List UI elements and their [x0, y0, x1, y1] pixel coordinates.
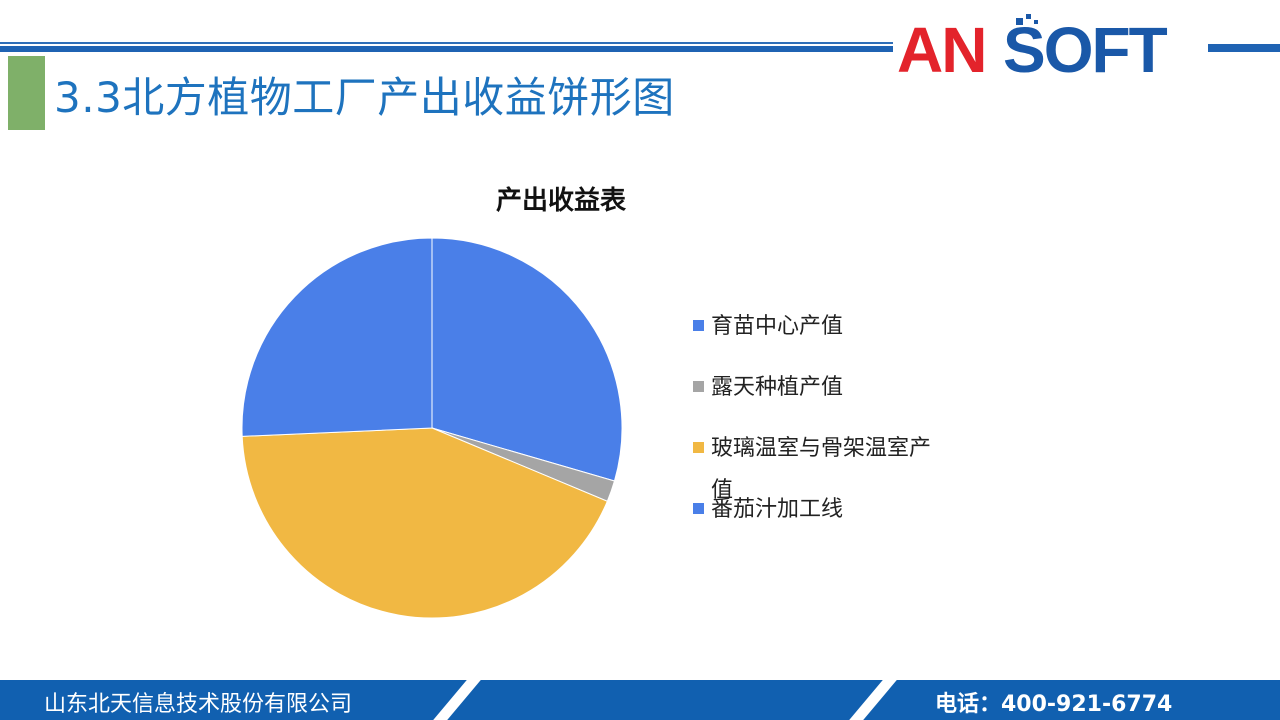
pie-slice-3: [241, 237, 433, 437]
legend-item: 玻璃温室与骨架温室产值: [693, 428, 931, 512]
header-rule-thick: [0, 46, 895, 52]
legend-item: 露天种植产值: [693, 367, 843, 409]
footer-company: 山东北天信息技术股份有限公司: [44, 692, 353, 717]
legend-item: 番茄汁加工线: [693, 489, 843, 531]
footer-divider-stripe: [849, 680, 897, 720]
header-rule-right: [1205, 44, 1280, 52]
legend-label: 露天种植产值: [711, 375, 844, 400]
chart-title: 产出收益表: [495, 186, 626, 216]
footer-divider-stripe: [433, 680, 481, 720]
pie-slice-0: [431, 237, 623, 482]
legend-swatch: [693, 441, 704, 453]
legend-item: 育苗中心产值: [693, 306, 843, 348]
legend-label: 育苗中心产值: [711, 314, 844, 339]
page-title: 3.3北方植物工厂产出收益饼形图: [54, 73, 675, 122]
header-rule-thin: [0, 42, 895, 44]
legend-swatch: [693, 380, 704, 392]
footer-bar: 山东北天信息技术股份有限公司 电话：400-921-6774: [0, 680, 1280, 720]
legend-label: 玻璃温室与骨架温室产值: [711, 436, 932, 503]
title-accent-bar: [8, 56, 45, 130]
footer-phone: 电话：400-921-6774: [935, 692, 1173, 717]
legend-swatch: [693, 502, 704, 514]
svg-text:AN: AN: [897, 14, 985, 86]
pie-slice-2: [241, 427, 608, 619]
legend-swatch: [693, 319, 704, 331]
svg-text:SOFT: SOFT: [1003, 14, 1168, 86]
legend-label: 番茄汁加工线: [711, 497, 844, 522]
ansoft-logo: AN SOFT: [893, 8, 1208, 88]
